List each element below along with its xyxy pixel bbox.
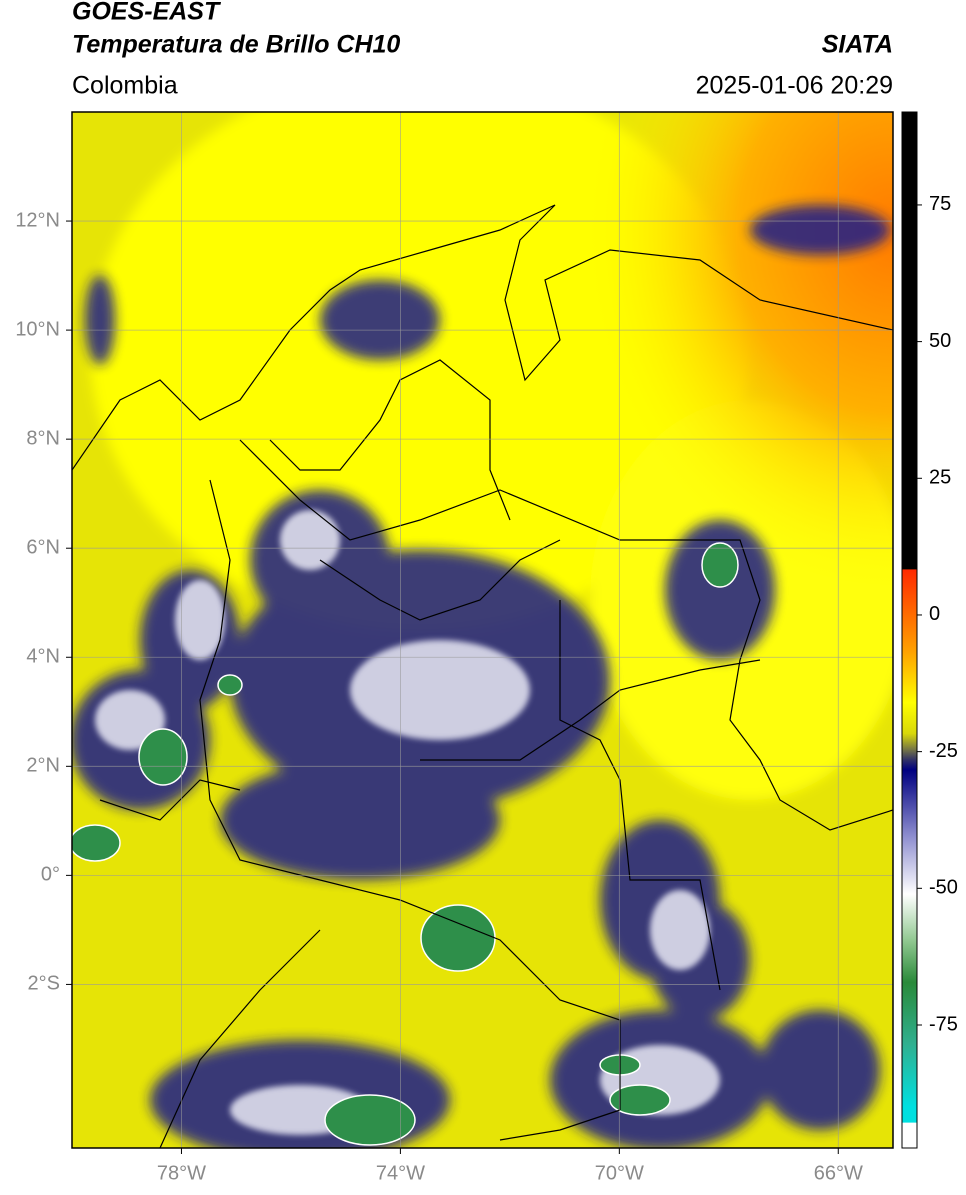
colorbar-tick-label: 25 [929, 467, 951, 489]
title-line2: Temperatura de Brillo CH10 [72, 31, 400, 59]
colorbar-tick-label: 0 [929, 603, 940, 625]
colorbar-tick-label: -75 [929, 1013, 958, 1035]
colorbar-tick-label: 50 [929, 330, 951, 352]
lat-tick-label: 12°N [15, 209, 60, 231]
lat-tick-label: 6°N [26, 536, 60, 558]
timestamp: 2025-01-06 20:29 [696, 72, 893, 100]
lat-tick-label: 2°N [26, 755, 60, 777]
colorbar-tick-label: 75 [929, 193, 951, 215]
lat-tick-label: 4°N [26, 646, 60, 668]
colorbar-tick-label: -50 [929, 877, 958, 899]
colorbar [901, 111, 918, 1149]
lat-tick-label: 0° [41, 864, 60, 886]
title-line1: GOES-EAST [72, 0, 222, 26]
lon-tick-label: 74°W [376, 1162, 425, 1184]
lat-tick-label: 2°S [28, 973, 60, 995]
lat-tick-label: 10°N [15, 318, 60, 340]
lon-tick-label: 70°W [595, 1162, 644, 1184]
satellite-image [72, 112, 893, 1148]
lon-tick-label: 78°W [157, 1162, 206, 1184]
source: SIATA [822, 31, 893, 59]
region: Colombia [72, 72, 178, 100]
colorbar-tick-label: -25 [929, 740, 958, 762]
lon-tick-label: 66°W [814, 1162, 863, 1184]
map-frame [71, 111, 894, 1149]
lat-tick-label: 8°N [26, 427, 60, 449]
